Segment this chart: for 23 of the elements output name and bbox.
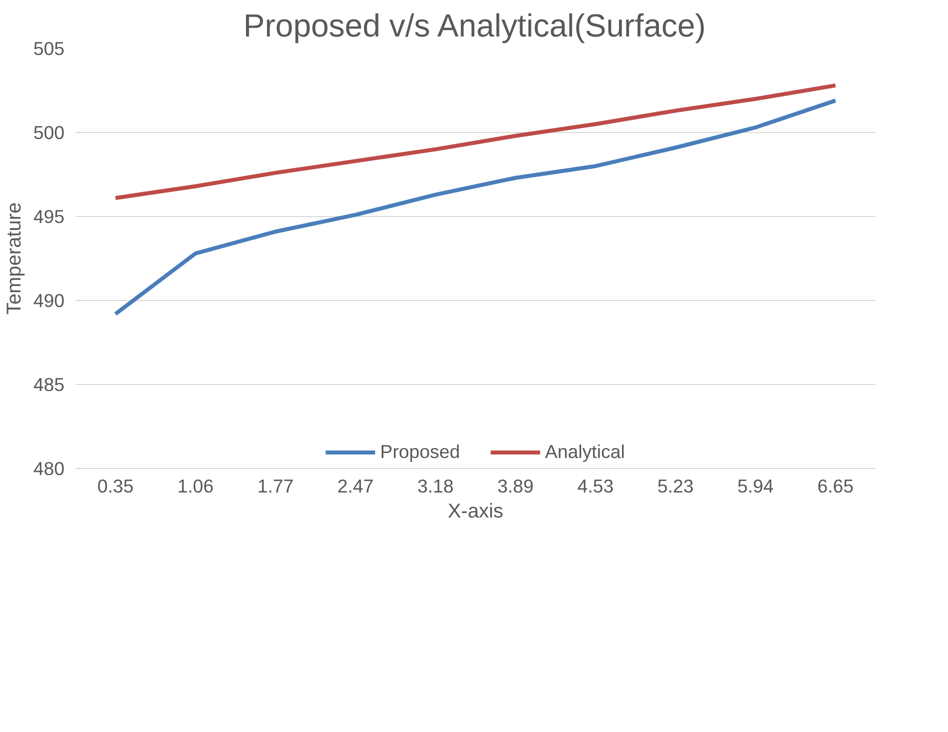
x-tick-label: 3.89 bbox=[497, 476, 534, 496]
x-tick-label: 5.23 bbox=[657, 476, 694, 496]
x-tick-label: 1.77 bbox=[257, 476, 294, 496]
y-tick-label: 495 bbox=[33, 206, 65, 227]
x-tick-label: 6.65 bbox=[817, 476, 854, 496]
legend-label: Proposed bbox=[380, 441, 460, 463]
legend-label: Analytical bbox=[545, 441, 625, 463]
y-tick-label: 485 bbox=[33, 374, 65, 395]
x-tick-label: 4.53 bbox=[577, 476, 614, 496]
line-series bbox=[114, 98, 838, 316]
y-axis-title: Temperature bbox=[3, 202, 26, 315]
y-tick-label: 505 bbox=[33, 38, 65, 59]
y-tick-label: 490 bbox=[33, 290, 65, 311]
x-tick-label: 0.35 bbox=[97, 476, 134, 496]
x-tick-label: 3.18 bbox=[417, 476, 454, 496]
x-tick-label: 1.06 bbox=[177, 476, 214, 496]
line-series bbox=[114, 83, 838, 200]
x-tick-label: 2.47 bbox=[337, 476, 374, 496]
x-tick-label: 5.94 bbox=[737, 476, 774, 496]
chart-title: Proposed v/s Analytical(Surface) bbox=[243, 8, 706, 44]
y-tick-label: 500 bbox=[33, 122, 65, 143]
x-axis-title: X-axis bbox=[448, 500, 504, 522]
y-tick-label: 480 bbox=[33, 458, 65, 479]
